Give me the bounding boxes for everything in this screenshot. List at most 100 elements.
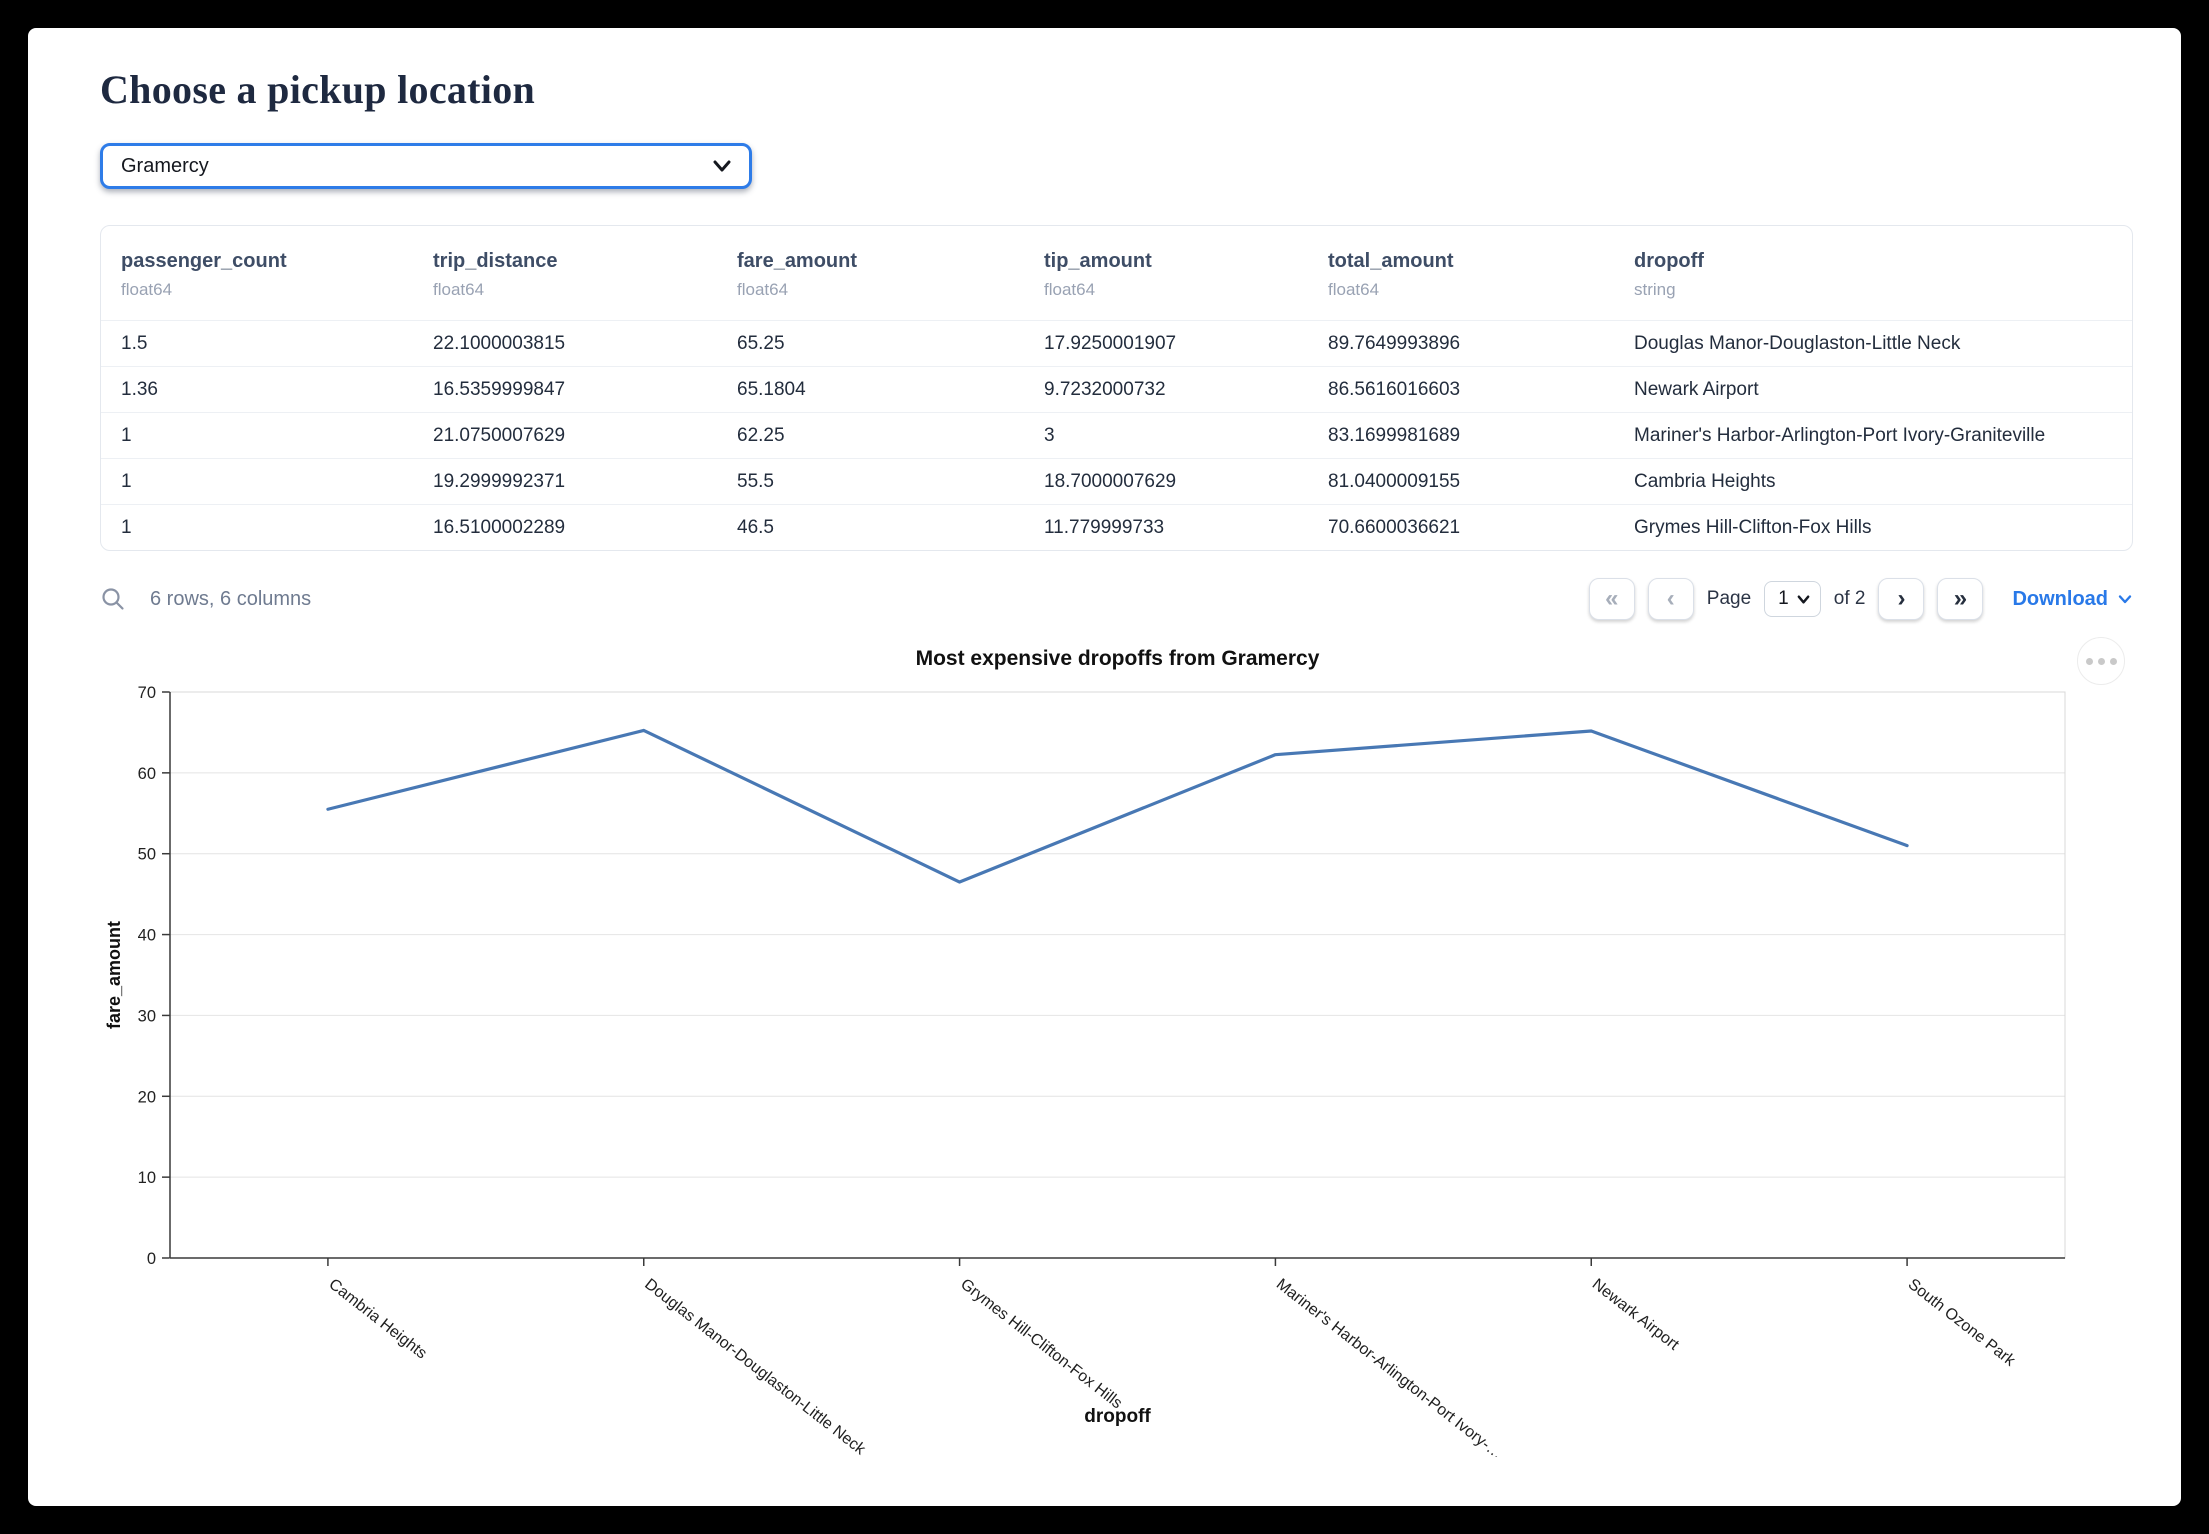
table-cell: Grymes Hill-Clifton-Fox Hills <box>1634 516 1872 538</box>
page-number-value: 1 <box>1778 588 1789 609</box>
y-axis-title: fare_amount <box>104 921 124 1029</box>
table-cell: 62.25 <box>737 424 785 446</box>
fare-line-chart: 0 10 20 30 40 50 60 70 Cambria Heights Douglas Ma… <box>104 647 2066 1463</box>
table-cell: Cambria Heights <box>1634 470 1776 492</box>
fare-amount-line <box>326 728 1909 884</box>
table-cell: 16.5359999847 <box>433 378 566 400</box>
table-cell: 81.0400009155 <box>1328 470 1461 492</box>
app-card: Choose a pickup location Gramercy passen… <box>28 28 2181 1506</box>
last-page-button[interactable]: » <box>1937 578 1984 620</box>
column-name: dropoff <box>1634 250 1704 272</box>
table-footer: 6 rows, 6 columns « ‹ Page 1 of 2 › » Do… <box>100 577 2133 621</box>
chart-title: Most expensive dropoffs from Gramercy <box>916 647 1320 670</box>
x-tick-label: Cambria Heights <box>325 1276 429 1363</box>
table-cell: 9.7232000732 <box>1044 378 1166 400</box>
page-title: Choose a pickup location <box>100 67 536 112</box>
table-cell: 1 <box>121 516 132 538</box>
column-header[interactable]: fare_amount float64 <box>717 250 1024 300</box>
table-cell: 86.5616016603 <box>1328 378 1461 400</box>
chevron-down-icon <box>2118 595 2132 604</box>
table-cell: 65.25 <box>737 332 785 354</box>
y-tick-label: 20 <box>138 1088 156 1106</box>
download-label: Download <box>2012 587 2108 610</box>
ellipsis-icon <box>2097 657 2105 665</box>
pickup-location-select[interactable]: Gramercy <box>100 143 752 189</box>
table-cell: 70.6600036621 <box>1328 516 1461 538</box>
table-cell: Mariner's Harbor-Arlington-Port Ivory-Gr… <box>1634 424 2046 446</box>
x-tick-label: Douglas Manor-Douglaston-Little Neck <box>641 1276 869 1457</box>
column-header[interactable]: total_amount float64 <box>1308 250 1614 300</box>
y-tick-label: 0 <box>147 1250 156 1268</box>
table-cell: 16.5100002289 <box>433 516 566 538</box>
y-tick-label: 40 <box>138 927 156 945</box>
column-dtype: float64 <box>1328 280 1380 299</box>
column-name: passenger_count <box>121 250 287 272</box>
table-cell: 55.5 <box>737 470 774 492</box>
table-cell: 1 <box>121 424 132 446</box>
next-page-button[interactable]: › <box>1878 578 1925 620</box>
pickup-location-value: Gramercy <box>121 154 209 177</box>
column-header[interactable]: tip_amount float64 <box>1024 250 1308 300</box>
page-number-select[interactable]: 1 <box>1764 581 1821 617</box>
previous-page-button[interactable]: ‹ <box>1647 578 1694 620</box>
table-cell: Newark Airport <box>1634 378 1759 400</box>
x-axis-title: dropoff <box>1084 1406 1151 1427</box>
table-cell: 18.7000007629 <box>1044 470 1177 492</box>
column-name: trip_distance <box>433 250 558 272</box>
table-cell: 3 <box>1044 424 1055 446</box>
search-icon[interactable] <box>100 586 126 612</box>
column-dtype: float64 <box>737 280 789 299</box>
table-cell: 65.1804 <box>737 378 806 400</box>
column-dtype: string <box>1634 280 1676 299</box>
chart-section: 0 10 20 30 40 50 60 70 Cambria Heights Douglas Ma… <box>100 635 2133 1463</box>
table-row: 1 19.2999992371 55.5 18.7000007629 81.040000… <box>101 458 2132 504</box>
y-tick-label: 70 <box>138 684 156 702</box>
y-tick-label: 10 <box>138 1169 156 1187</box>
table-cell: 1 <box>121 470 132 492</box>
table-cell: 1.5 <box>121 332 148 354</box>
ellipsis-icon <box>2109 657 2117 665</box>
table-cell: 89.7649993896 <box>1328 332 1461 354</box>
x-tick-label: South Ozone Park <box>1905 1276 2019 1371</box>
column-name: fare_amount <box>737 250 858 272</box>
table-summary: 6 rows, 6 columns <box>150 587 312 610</box>
chevron-down-icon <box>1797 594 1810 604</box>
column-dtype: float64 <box>121 280 173 299</box>
table-cell: 1.36 <box>121 378 158 400</box>
column-name: total_amount <box>1328 250 1454 272</box>
y-tick-label: 50 <box>138 846 156 864</box>
table-cell: 19.2999992371 <box>433 470 566 492</box>
column-dtype: float64 <box>433 280 485 299</box>
page-count-label: of 2 <box>1833 588 1866 609</box>
x-tick-label: Mariner's Harbor-Arlington-Port Ivory-… <box>1273 1276 1506 1457</box>
chevron-down-icon <box>713 160 731 172</box>
table-row: 1.5 22.1000003815 65.25 17.9250001907 89.764… <box>101 320 2132 366</box>
table-cell: 46.5 <box>737 516 774 538</box>
x-tick-label: Grymes Hill-Clifton-Fox Hills <box>957 1276 1125 1413</box>
table-row: 1.36 16.5359999847 65.1804 9.7232000732 86.5… <box>101 366 2132 412</box>
first-page-button[interactable]: « <box>1588 578 1635 620</box>
table-cell: 17.9250001907 <box>1044 332 1177 354</box>
y-tick-label: 30 <box>138 1007 156 1025</box>
pagination: « ‹ Page 1 of 2 › » Download <box>1588 578 2133 620</box>
chart-menu-button[interactable] <box>2077 637 2125 685</box>
table-cell: 83.1699981689 <box>1328 424 1461 446</box>
table-cell: Douglas Manor-Douglaston-Little Neck <box>1634 332 1961 354</box>
column-header[interactable]: passenger_count float64 <box>101 250 413 300</box>
table-cell: 22.1000003815 <box>433 332 566 354</box>
column-name: tip_amount <box>1044 250 1152 272</box>
column-header[interactable]: dropoff string <box>1614 250 2132 300</box>
table-row: 1 21.0750007629 62.25 3 83.1699981689 Mariner… <box>101 412 2132 458</box>
download-button[interactable]: Download <box>2012 588 2133 611</box>
table-row: 1 16.5100002289 46.5 11.779999733 70.6600036… <box>101 504 2132 550</box>
column-dtype: float64 <box>1044 280 1096 299</box>
table-cell: 11.779999733 <box>1044 516 1165 538</box>
table-body: 1.5 22.1000003815 65.25 17.9250001907 89.764… <box>101 320 2132 550</box>
page-label: Page <box>1706 588 1752 609</box>
ellipsis-icon <box>2085 657 2093 665</box>
x-tick-label: Newark Airport <box>1589 1276 1683 1354</box>
column-header[interactable]: trip_distance float64 <box>413 250 717 300</box>
table-cell: 21.0750007629 <box>433 424 566 446</box>
